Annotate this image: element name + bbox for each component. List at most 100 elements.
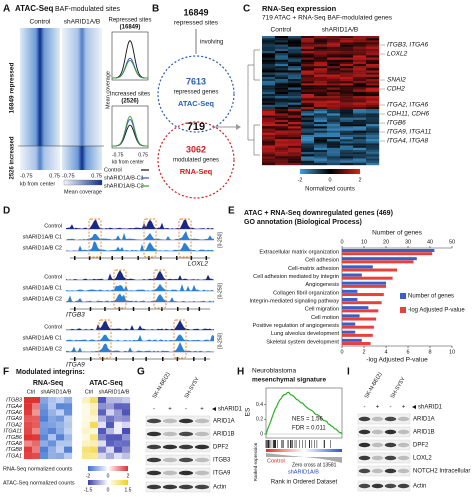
heatmap-cell [288, 100, 302, 103]
heatmap-cell [262, 72, 276, 75]
heatmap-cell [327, 115, 341, 118]
heatmap-cell [24, 397, 33, 404]
heatmap-cell [353, 154, 367, 157]
heatmap-cell [288, 38, 302, 41]
heatmap-cell [314, 145, 328, 148]
profile-line [112, 124, 148, 147]
heatmap-cell [314, 134, 328, 138]
heatmap-cell [301, 122, 315, 125]
heatmap-cell [114, 403, 123, 410]
signal-track [66, 342, 214, 352]
exon [111, 256, 113, 260]
heatmap-cell [353, 89, 367, 93]
heatmap-cell [262, 89, 276, 93]
heatmap-cell [64, 421, 73, 429]
heatmap-cell [275, 87, 289, 90]
heatmap-cell [288, 91, 302, 95]
heatmap-cell [64, 452, 73, 460]
heatmap-cell [301, 87, 315, 90]
heatmap-cell [353, 143, 367, 146]
heatmap-cell [366, 141, 380, 144]
heatmap-cell [301, 94, 315, 97]
highlight-box [98, 319, 112, 359]
heatmap-cell [262, 113, 276, 116]
heatmap-cell [262, 91, 276, 95]
bar [342, 301, 382, 305]
heatmap-cell [288, 158, 302, 161]
heatmap-cell [314, 66, 328, 69]
heatmap-cell [275, 113, 289, 116]
gene-label: ITGB3, ITGA6 [387, 42, 429, 49]
heatmap-cell [327, 59, 341, 62]
heatmap-cell [314, 113, 328, 116]
heatmap-cell [262, 156, 276, 159]
heatmap-cell [340, 134, 354, 138]
blot-strip [357, 439, 411, 451]
heatmap-cell [314, 130, 328, 133]
heatmap-cell [301, 51, 315, 54]
blot-strip [357, 452, 411, 464]
colorbar-tick: 0 [107, 487, 110, 493]
signal-track [66, 230, 214, 240]
heatmap-cell [353, 53, 367, 56]
heatmap-cell [262, 38, 276, 41]
panel-letter: C [243, 4, 250, 15]
heatmap-cell [301, 106, 315, 110]
profile-line [112, 115, 148, 147]
highlight-box [113, 269, 127, 309]
heatmap-cell [340, 44, 354, 47]
heatmap-cell [48, 421, 57, 429]
panel-title: ATAC-Seq [15, 4, 53, 13]
heatmap-cell [314, 68, 328, 71]
heatmap-cell [262, 63, 276, 67]
sign-label: + [402, 405, 406, 411]
heatmap-cell [98, 440, 107, 447]
heatmap-cell [314, 98, 328, 101]
profile-title: Increased sites [110, 92, 150, 98]
x2-tick-label: 30 [405, 239, 411, 245]
highlight-box [173, 319, 187, 359]
protein-label: ARID1B [413, 430, 435, 436]
heatmap-cell [327, 46, 341, 50]
heatmap-cell [353, 66, 367, 69]
heatmap-cell [275, 57, 289, 60]
blot-band [146, 457, 162, 463]
heatmap-cell [275, 89, 289, 93]
heatmap-cell [366, 91, 380, 95]
heatmap-cell [24, 409, 33, 416]
blot-band [397, 429, 410, 435]
heatmap-cell [98, 415, 107, 422]
heatmap-cell [366, 117, 380, 121]
heatmap-cell [366, 124, 380, 127]
heatmap-cell [366, 72, 380, 75]
heatmap-cell [48, 403, 57, 410]
class-label: Control [267, 458, 285, 464]
profile-line [112, 39, 148, 79]
colorbar [63, 179, 103, 186]
heatmap-cell [40, 403, 49, 410]
heatmap-cell [301, 63, 315, 67]
heatmap-cell [353, 85, 367, 88]
heatmap-cell [366, 162, 380, 166]
heatmap-cell [353, 51, 367, 54]
heatmap-cell [275, 36, 289, 39]
heatmap-cell [314, 94, 328, 97]
x2-tick-label: 40 [427, 239, 433, 245]
heatmap-cell [314, 48, 328, 52]
heatmap-cell [327, 40, 341, 43]
heatmap-cell [340, 113, 354, 116]
heatmap-cell [82, 397, 91, 404]
heatmap-cell [40, 440, 49, 447]
heatmap-cell [327, 111, 341, 114]
heatmap-cell [288, 42, 302, 45]
heatmap-cell [366, 126, 380, 129]
category-label: Cell migration [305, 307, 339, 313]
heatmap-cell [275, 143, 289, 146]
heatmap-cell [275, 63, 289, 67]
heatmap-cell [366, 81, 380, 84]
dendrogram [247, 49, 260, 156]
heatmap-cell [301, 141, 315, 144]
heatmap-cell [288, 154, 302, 157]
heatmap-cell [275, 51, 289, 54]
heatmap-cell [327, 63, 341, 67]
